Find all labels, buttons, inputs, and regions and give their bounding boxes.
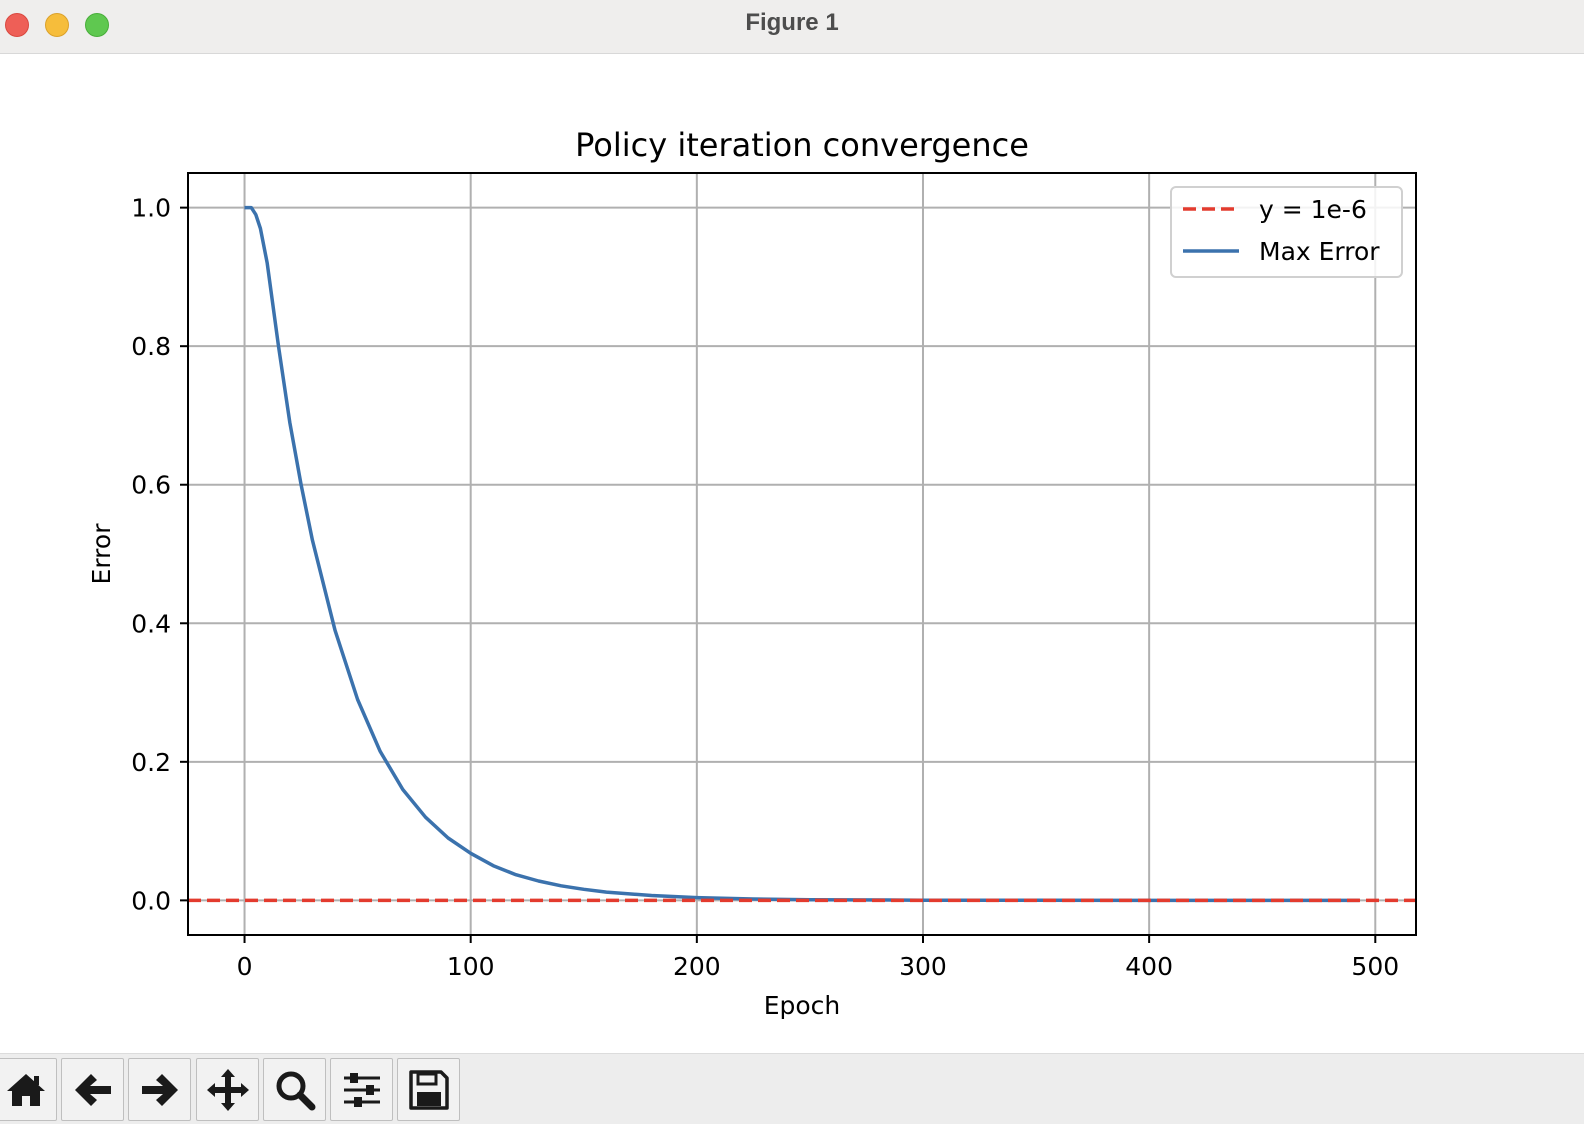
window-title: Figure 1 (745, 9, 839, 36)
line-chart: Policy iteration convergence 0 100 200 300 40… (87, 126, 1417, 1020)
series-line-max-error (244, 205, 1360, 903)
y-tick-label-3: 0.6 (131, 471, 171, 500)
y-tick-label-5: 1.0 (131, 194, 171, 223)
y-tick-label-0: 0.0 (131, 886, 171, 915)
x-tick-label-1: 100 (447, 952, 495, 981)
forward-button[interactable] (128, 1058, 191, 1121)
x-tick-label-4: 400 (1125, 952, 1173, 981)
legend-label-0: y = 1e-6 (1259, 195, 1367, 224)
zoom-button[interactable] (263, 1058, 326, 1121)
x-tick-label-2: 200 (673, 952, 721, 981)
x-tick-label-3: 300 (899, 952, 947, 981)
navigation-toolbar (0, 1053, 1584, 1124)
home-button[interactable] (0, 1058, 57, 1121)
figure-canvas: Policy iteration convergence 0 100 200 300 40… (0, 55, 1584, 1053)
x-tick-label-5: 500 (1351, 952, 1399, 981)
arrow-right-icon (141, 1073, 178, 1106)
sliders-icon (343, 1072, 380, 1107)
move-icon (206, 1068, 249, 1111)
x-tick-label-0: 0 (237, 952, 253, 981)
configure-subplots-button[interactable] (330, 1058, 393, 1121)
home-icon (6, 1073, 45, 1106)
minimize-window-button[interactable] (45, 13, 69, 37)
arrow-left-icon (74, 1073, 111, 1106)
y-tick-label-2: 0.4 (131, 609, 171, 638)
save-button[interactable] (397, 1058, 460, 1121)
chart-title: Policy iteration convergence (575, 126, 1029, 164)
legend-label-1: Max Error (1259, 237, 1380, 266)
close-window-button[interactable] (5, 13, 29, 37)
y-tick-label-1: 0.2 (131, 748, 171, 777)
y-tick-label-4: 0.8 (131, 332, 171, 361)
search-icon (276, 1071, 315, 1110)
maximize-window-button[interactable] (85, 13, 109, 37)
floppy-disk-icon (408, 1069, 449, 1110)
pan-button[interactable] (196, 1058, 259, 1121)
back-button[interactable] (61, 1058, 124, 1121)
window-titlebar: Figure 1 (0, 0, 1584, 54)
plot-frame (187, 172, 1417, 936)
y-axis-label: Error (87, 523, 116, 585)
x-axis-label: Epoch (764, 991, 841, 1020)
